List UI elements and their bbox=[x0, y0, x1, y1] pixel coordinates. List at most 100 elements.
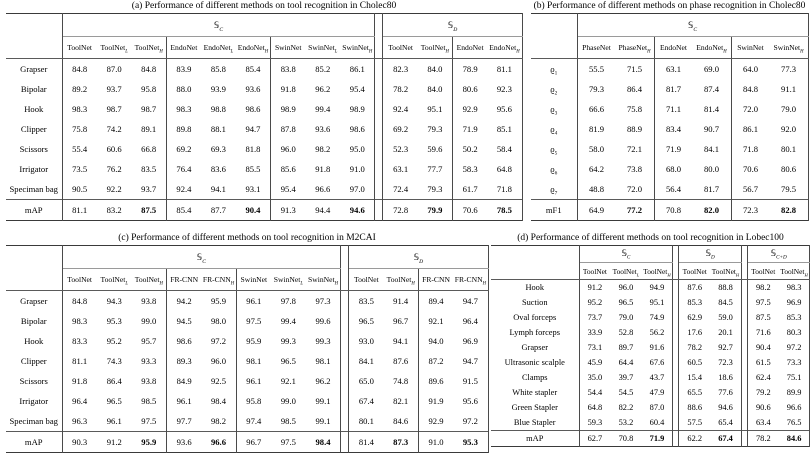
column-header: ToolNet bbox=[382, 36, 418, 59]
table-row: Grapser 84.8 87.0 84.8 83.9 85.8 85.4 83.8 85.2 8… bbox=[6, 58, 523, 79]
value-cell: 91.6 bbox=[649, 343, 665, 352]
value-cell: 86.1 bbox=[349, 64, 365, 74]
value-cell: 93.8 bbox=[131, 290, 167, 311]
group-divider bbox=[672, 355, 680, 370]
value-cell: 92.9 bbox=[428, 416, 444, 426]
value-cell: 76.5 bbox=[778, 415, 811, 431]
value-cell: 58.4 bbox=[487, 139, 523, 159]
table-c-section: (c) Performance of different methods on … bbox=[6, 233, 489, 453]
value-cell: 98.4 bbox=[305, 431, 341, 453]
value-cell: 75.1 bbox=[778, 370, 811, 385]
value-cell: 90.5 bbox=[72, 184, 88, 194]
value-cell: 96.5 bbox=[106, 396, 122, 406]
value-cell: 87.6 bbox=[383, 351, 419, 371]
value-cell: 80.1 bbox=[358, 416, 374, 426]
group-divider bbox=[374, 179, 384, 200]
table-a-caption: (a) Performance of different methods on … bbox=[131, 1, 397, 11]
column-group-header: 𝕊C bbox=[62, 13, 375, 37]
table-d-caption: (d) Performance of different methods on … bbox=[517, 233, 784, 243]
value-cell: 70.6 bbox=[452, 199, 488, 221]
value-cell: 93.6 bbox=[315, 124, 331, 134]
value-cell: 60.6 bbox=[106, 144, 122, 154]
value-cell: 96.4 bbox=[72, 396, 88, 406]
value-cell: 96.6 bbox=[201, 431, 237, 453]
table-d-section: (d) Performance of different methods on … bbox=[491, 233, 811, 447]
value-cell: 88.6 bbox=[687, 403, 703, 412]
column-header: SwinNetH bbox=[769, 36, 809, 59]
value-cell: 93.3 bbox=[131, 351, 167, 371]
value-cell: 97.3 bbox=[315, 296, 331, 306]
value-cell: 90.4 bbox=[235, 199, 272, 221]
row-label: Blue Stapler bbox=[491, 415, 580, 431]
column-header: SwinNet bbox=[270, 36, 306, 59]
value-cell: 98.3 bbox=[176, 104, 192, 114]
value-cell: 99.0 bbox=[280, 396, 296, 406]
value-cell: 17.6 bbox=[687, 328, 703, 337]
column-header: ToolNet bbox=[579, 262, 611, 280]
value-cell: 56.4 bbox=[665, 184, 682, 194]
value-cell: 72.1 bbox=[615, 139, 655, 159]
group-divider bbox=[740, 430, 748, 447]
value-cell: 96.9 bbox=[778, 295, 811, 310]
value-cell: 84.0 bbox=[417, 79, 453, 99]
value-cell: 77.3 bbox=[769, 58, 809, 79]
value-cell: 91.2 bbox=[96, 431, 132, 453]
value-cell: 79.5 bbox=[769, 179, 809, 200]
value-cell: 92.0 bbox=[769, 119, 809, 139]
value-cell: 98.2 bbox=[755, 283, 771, 292]
group-divider bbox=[374, 79, 384, 99]
value-cell: 85.4 bbox=[235, 58, 272, 79]
value-cell: 72.0 bbox=[742, 104, 759, 114]
table-row: mF1 64.9 77.2 70.8 82.0 72.3 82.8 bbox=[531, 199, 809, 221]
row-label: ϱ1 bbox=[531, 58, 578, 79]
group-divider bbox=[374, 199, 384, 221]
value-cell: 91.9 bbox=[428, 396, 444, 406]
corner-cell bbox=[6, 13, 63, 37]
value-cell: 98.3 bbox=[72, 316, 88, 326]
table-row: Scissors 91.8 86.4 93.8 84.9 92.5 96.1 92.1 96.2… bbox=[6, 371, 489, 391]
value-cell: 77.7 bbox=[417, 159, 453, 179]
group-divider bbox=[672, 400, 680, 415]
table-row: Green Stapler 64.8 82.2 87.0 88.6 94.6 90.6 96.… bbox=[491, 400, 811, 415]
table-row: Oval forceps 73.7 79.0 74.9 62.9 59.0 87.5 85.3 bbox=[491, 310, 811, 325]
value-cell: 90.6 bbox=[755, 403, 771, 412]
value-cell: 97.2 bbox=[201, 331, 237, 351]
value-cell: 89.9 bbox=[778, 385, 811, 400]
value-cell: 96.5 bbox=[358, 316, 374, 326]
value-cell: 88.1 bbox=[210, 124, 226, 134]
value-cell: 64.0 bbox=[742, 64, 759, 74]
group-divider bbox=[672, 279, 680, 295]
value-cell: 96.0 bbox=[201, 351, 237, 371]
table-row: Grapser 84.8 94.3 93.8 94.2 95.9 96.1 97.8 97.3 8… bbox=[6, 290, 489, 311]
column-header: FR-CNN bbox=[166, 268, 202, 291]
value-cell: 57.5 bbox=[687, 418, 703, 427]
row-label: Hook bbox=[6, 331, 63, 351]
value-cell: 96.5 bbox=[280, 356, 296, 366]
value-cell: 65.4 bbox=[718, 418, 733, 427]
value-cell: 67.4 bbox=[710, 430, 742, 447]
value-cell: 95.9 bbox=[131, 431, 167, 453]
value-cell: 76.2 bbox=[106, 164, 122, 174]
value-cell: 67.6 bbox=[649, 358, 665, 367]
value-cell: 84.6 bbox=[778, 430, 811, 447]
value-cell: 64.9 bbox=[577, 199, 616, 221]
value-cell: 94.5 bbox=[176, 316, 192, 326]
value-cell: 87.6 bbox=[687, 283, 703, 292]
table-row: Bipolar 89.2 93.7 95.8 88.0 93.9 93.6 91.8 96.2 9… bbox=[6, 79, 523, 99]
value-cell: 90.4 bbox=[755, 343, 771, 352]
table-c-container: 𝕊C 𝕊D ToolNet ToolNetL ToolNetH FR-CNN FR-CNNH… bbox=[6, 245, 489, 453]
group-divider bbox=[740, 279, 748, 295]
column-header: ToolNetH bbox=[778, 262, 811, 280]
table-row: ϱ4 81.9 88.9 83.4 90.7 86.1 92.0 bbox=[531, 119, 809, 139]
value-cell: 62.2 bbox=[678, 430, 711, 447]
table-row: Irrigator 73.5 76.2 83.5 76.4 83.6 85.5 85.6 91.… bbox=[6, 159, 523, 179]
value-cell: 98.6 bbox=[176, 336, 192, 346]
value-cell: 91.0 bbox=[418, 431, 454, 453]
column-header: EndoNet bbox=[166, 36, 202, 59]
value-cell: 90.7 bbox=[692, 119, 732, 139]
value-cell: 75.8 bbox=[72, 124, 88, 134]
value-cell: 81.7 bbox=[665, 84, 682, 94]
value-cell: 99.0 bbox=[131, 311, 167, 331]
row-label: ϱ2 bbox=[531, 79, 578, 99]
